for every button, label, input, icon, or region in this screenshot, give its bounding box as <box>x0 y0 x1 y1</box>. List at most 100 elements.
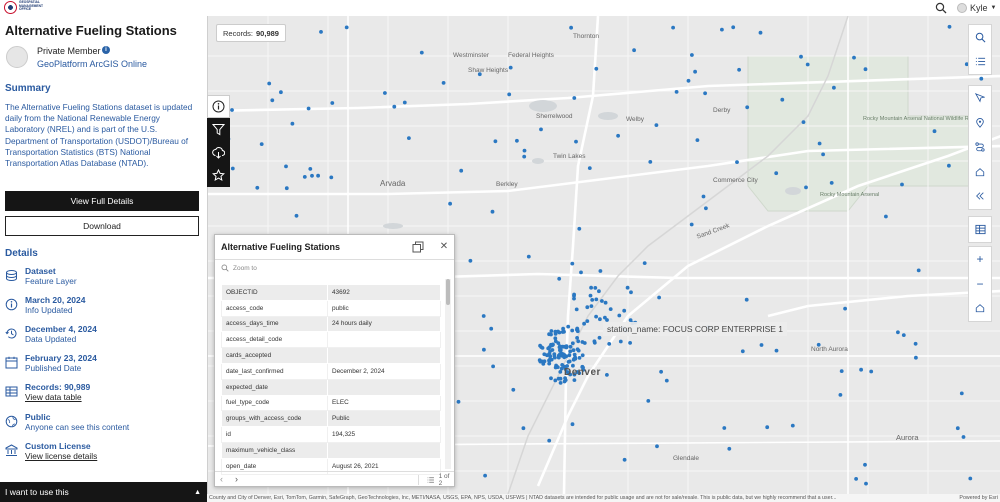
station-point[interactable] <box>570 261 575 266</box>
station-point[interactable] <box>727 446 732 451</box>
station-point[interactable] <box>839 369 844 373</box>
powered-by-esri[interactable]: Powered by Esri <box>955 494 998 502</box>
dock-icon[interactable] <box>412 241 424 253</box>
station-point[interactable] <box>959 391 964 396</box>
station-point[interactable] <box>577 226 582 231</box>
station-point[interactable] <box>580 353 585 358</box>
navigate-button[interactable] <box>969 86 991 111</box>
station-point[interactable] <box>900 182 904 187</box>
station-point[interactable] <box>344 25 349 30</box>
station-point[interactable] <box>703 91 707 96</box>
station-point[interactable] <box>801 120 806 124</box>
view-full-details-button[interactable]: View Full Details <box>5 191 199 211</box>
station-point[interactable] <box>521 426 526 431</box>
station-point[interactable] <box>515 138 519 143</box>
station-point[interactable] <box>864 481 868 486</box>
station-point[interactable] <box>654 123 659 127</box>
station-point[interactable] <box>402 100 407 105</box>
station-point[interactable] <box>622 457 627 462</box>
station-point[interactable] <box>489 326 494 331</box>
station-point[interactable] <box>625 285 630 290</box>
station-point[interactable] <box>686 78 691 83</box>
station-point[interactable] <box>622 308 627 313</box>
station-point[interactable] <box>553 336 558 341</box>
station-point[interactable] <box>557 330 562 335</box>
station-point[interactable] <box>482 347 486 352</box>
station-point[interactable] <box>744 297 749 302</box>
station-point[interactable] <box>558 344 562 349</box>
station-point[interactable] <box>859 367 863 372</box>
station-point[interactable] <box>542 359 547 364</box>
directions-button[interactable] <box>969 135 991 160</box>
station-point[interactable] <box>561 326 565 331</box>
station-point[interactable] <box>740 349 745 354</box>
station-point[interactable] <box>758 30 763 35</box>
station-point[interactable] <box>511 387 516 392</box>
station-point[interactable] <box>607 342 612 346</box>
station-point[interactable] <box>448 201 452 206</box>
station-point[interactable] <box>560 354 565 358</box>
station-point[interactable] <box>618 339 623 344</box>
station-point[interactable] <box>628 341 632 345</box>
station-point[interactable] <box>585 305 590 310</box>
i-want-to-use-this-button[interactable]: I want to use this ▲ <box>0 482 207 502</box>
station-point[interactable] <box>648 160 653 164</box>
station-point[interactable] <box>310 173 314 178</box>
station-point[interactable] <box>597 289 601 294</box>
station-point[interactable] <box>575 347 580 352</box>
station-point[interactable] <box>568 344 573 349</box>
station-point[interactable] <box>483 473 487 478</box>
station-point[interactable] <box>854 477 858 481</box>
station-point[interactable] <box>459 168 464 173</box>
station-point[interactable] <box>916 268 921 273</box>
station-point[interactable] <box>270 98 275 103</box>
station-points[interactable] <box>226 24 984 486</box>
station-point[interactable] <box>564 354 569 359</box>
station-point[interactable] <box>508 65 513 70</box>
gmo-logo[interactable]: GEOSPATIAL MANAGEMENT OFFICE <box>4 0 48 15</box>
station-point[interactable] <box>568 372 573 377</box>
station-point[interactable] <box>790 423 795 428</box>
station-point[interactable] <box>759 343 764 347</box>
station-point[interactable] <box>617 313 622 318</box>
station-point[interactable] <box>383 91 387 95</box>
station-point[interactable] <box>255 185 260 190</box>
station-point[interactable] <box>330 101 335 105</box>
legend-button[interactable] <box>969 50 991 75</box>
zoom-out-button[interactable]: − <box>969 272 991 297</box>
station-point[interactable] <box>549 357 554 362</box>
station-point[interactable] <box>605 373 609 377</box>
station-point[interactable] <box>571 363 575 368</box>
station-point[interactable] <box>329 175 334 180</box>
bookmark-button[interactable] <box>969 160 991 185</box>
station-point[interactable] <box>805 62 810 67</box>
station-point[interactable] <box>843 306 847 311</box>
station-point[interactable] <box>550 343 555 347</box>
home-button[interactable] <box>969 296 991 321</box>
station-point[interactable] <box>491 364 495 369</box>
station-point[interactable] <box>557 353 562 358</box>
station-point[interactable] <box>693 69 697 74</box>
station-point[interactable] <box>774 348 779 353</box>
station-point[interactable] <box>616 133 620 138</box>
station-point[interactable] <box>507 92 512 97</box>
station-point[interactable] <box>737 67 741 72</box>
station-point[interactable] <box>961 435 966 439</box>
station-point[interactable] <box>979 76 984 81</box>
station-point[interactable] <box>774 171 779 176</box>
station-point[interactable] <box>821 152 825 157</box>
station-point[interactable] <box>901 333 906 337</box>
station-point[interactable] <box>542 352 547 357</box>
station-point[interactable] <box>664 378 669 383</box>
station-point[interactable] <box>565 364 569 368</box>
station-point[interactable] <box>564 344 569 348</box>
station-point[interactable] <box>279 90 283 95</box>
station-point[interactable] <box>547 351 552 356</box>
station-point[interactable] <box>581 368 586 372</box>
station-point[interactable] <box>585 319 590 323</box>
station-point[interactable] <box>553 378 558 383</box>
station-point[interactable] <box>571 348 576 353</box>
station-point[interactable] <box>553 365 558 370</box>
station-point[interactable] <box>284 164 288 169</box>
station-point[interactable] <box>832 85 836 90</box>
